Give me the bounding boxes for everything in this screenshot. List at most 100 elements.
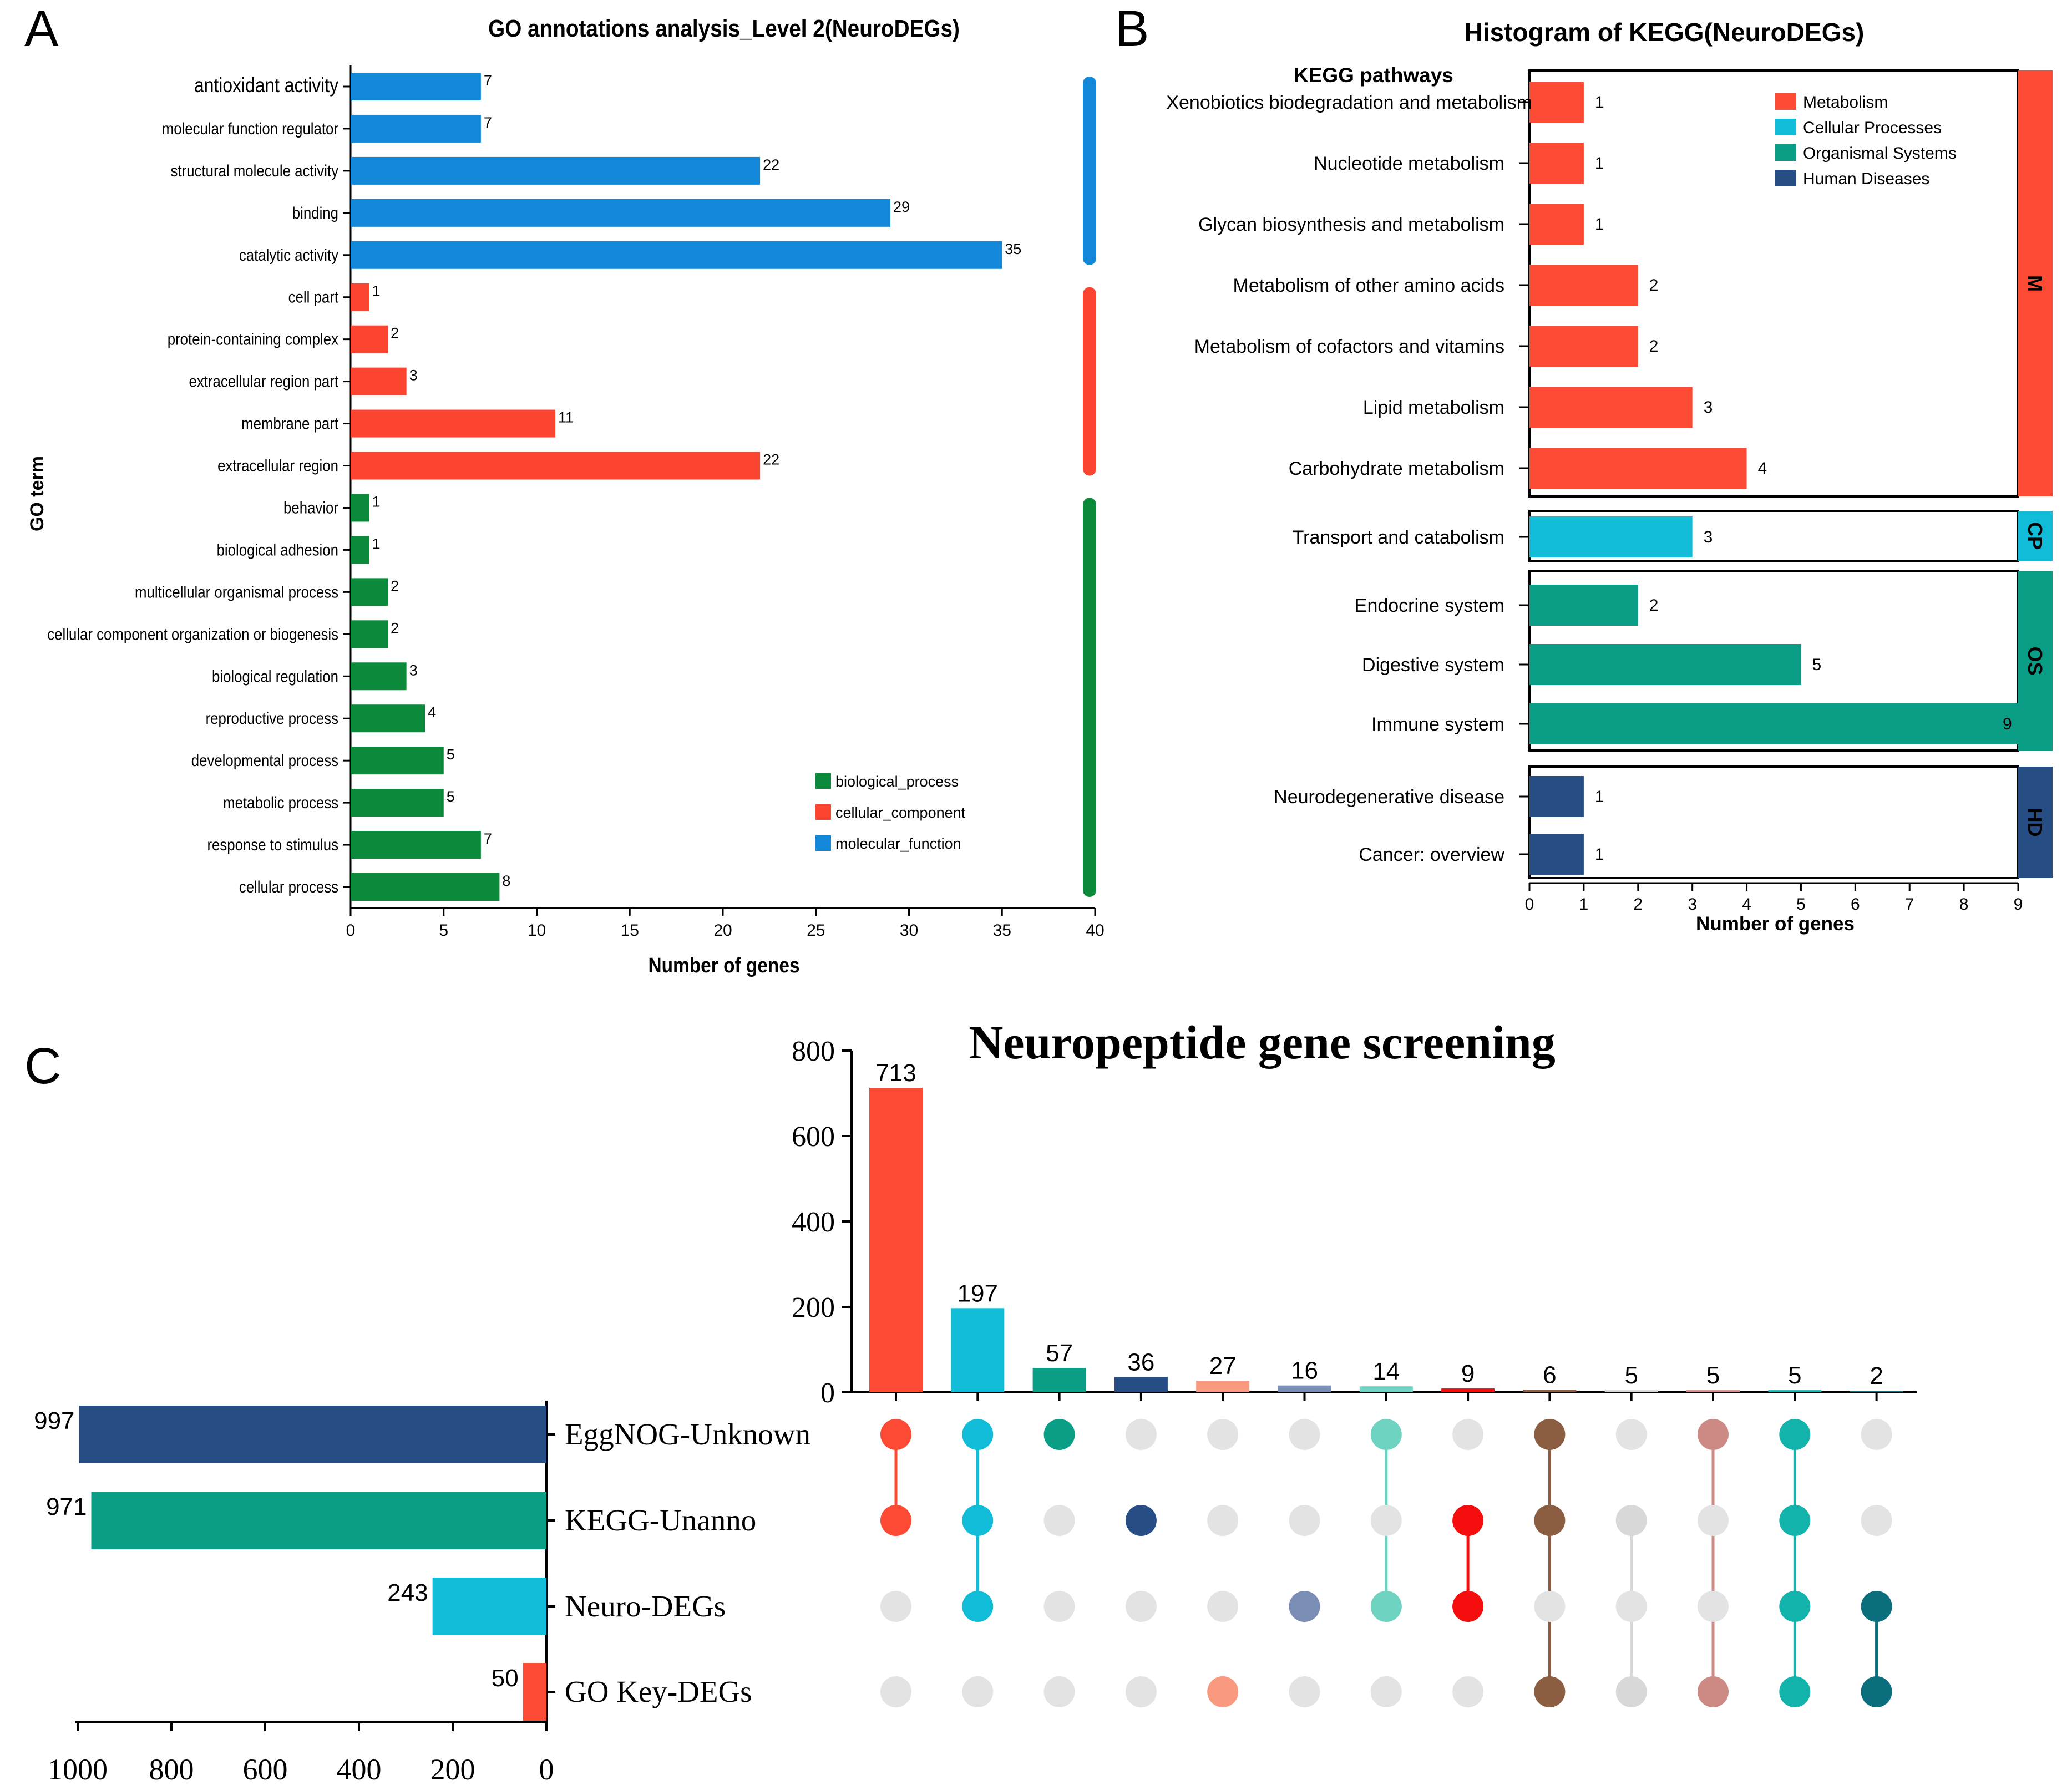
kegg-value-label: 1 [1595,154,1604,173]
upset-y-tick-label: 0 [820,1377,835,1409]
kegg-bar [1529,143,1584,184]
matrix-dot-inactive [1289,1676,1320,1707]
intersection-value-label: 6 [1543,1361,1556,1388]
go-bar [351,578,388,606]
kegg-category-label: Glycan biosynthesis and metabolism [1198,214,1504,235]
go-value-label: 7 [484,114,492,131]
intersection-value-label: 2 [1870,1362,1883,1390]
kegg-value-label: 1 [1595,93,1604,111]
go-value-label: 2 [391,577,399,594]
go-category-label: binding [292,204,338,222]
kegg-legend-label: Metabolism [1803,93,1888,111]
matrix-dot-inactive [1370,1676,1402,1707]
set-size-x-tick-label: 600 [243,1753,288,1786]
go-category-label: cellular component organization or bioge… [47,625,338,643]
matrix-dot-inactive [1207,1419,1239,1450]
go-value-label: 2 [391,620,399,636]
kegg-legend-swatch [1775,144,1796,161]
go-bar [351,536,369,564]
matrix-dot-inactive [1370,1505,1402,1536]
go-bar [351,241,1002,269]
go-value-label: 5 [447,746,455,763]
kegg-title: Histogram of KEGG(NeuroDEGs) [1465,18,1865,47]
intersection-bar [1032,1368,1086,1392]
kegg-x-tick-label: 8 [1959,895,1969,914]
kegg-bar [1529,265,1638,306]
kegg-category-label: Nucleotide metabolism [1314,153,1504,174]
kegg-legend-label: Cellular Processes [1803,119,1942,137]
go-title: GO annotations analysis_Level 2(NeuroDEG… [488,14,960,42]
kegg-group-label: HD [2024,808,2046,837]
intersection-value-label: 5 [1624,1362,1638,1389]
go-value-label: 29 [893,199,910,215]
upset-y-tick-label: 600 [792,1121,835,1153]
kegg-bar [1529,516,1693,557]
go-bar [351,620,388,648]
kegg-legend-swatch [1775,119,1796,135]
kegg-x-tick-label: 5 [1796,895,1806,914]
kegg-category-label: Digestive system [1362,655,1504,676]
go-bar [351,72,481,100]
go-category-label: developmental process [191,751,338,769]
go-x-tick-label: 0 [346,921,356,940]
matrix-dot-active [1698,1676,1729,1707]
go-value-label: 1 [372,535,381,552]
go-value-label: 3 [409,367,418,384]
go-bar [351,831,481,859]
matrix-dot-inactive [1861,1419,1892,1450]
matrix-dot-inactive [1125,1676,1157,1707]
go-category-label: response to stimulus [207,835,338,854]
go-bar [351,747,444,775]
matrix-dot-active [1534,1676,1566,1707]
set-size-bar [79,1406,546,1463]
go-value-label: 7 [484,72,492,89]
go-category-label: extracellular region part [189,372,338,391]
go-group-bar [1083,287,1096,476]
intersection-value-label: 5 [1706,1362,1720,1389]
upset-chart: Neuropeptide gene screening 0 200 400 600 800… [34,1016,1917,1786]
kegg-x-tick-label: 7 [1905,895,1914,914]
matrix-dot-active [962,1419,994,1450]
set-size-x-tick-label: 800 [149,1753,194,1786]
kegg-value-label: 2 [1649,337,1659,356]
go-x-tick-label: 20 [713,921,732,940]
kegg-x-label: Number of genes [1696,913,1855,935]
go-category-label: membrane part [241,414,338,433]
panel-label-b: B [1115,1,1149,57]
intersection-bar [1686,1390,1740,1392]
set-size-bar [432,1578,546,1635]
go-legend-swatch [815,804,831,820]
matrix-dot-active [1861,1676,1892,1707]
set-size-x-tick-label: 1000 [48,1753,108,1786]
kegg-x-tick-label: 3 [1688,895,1697,914]
intersection-value-label: 713 [875,1059,916,1087]
matrix-dot-active [1861,1591,1892,1622]
panel-label-a: A [24,1,59,57]
kegg-value-label: 2 [1649,596,1659,615]
go-bar [351,367,407,395]
go-value-label: 8 [502,873,510,889]
matrix-dot-active [1452,1591,1484,1622]
go-legend-swatch [815,773,831,789]
kegg-group-strip [2018,70,2053,496]
go-bar [351,873,500,901]
set-size-bar [523,1663,546,1721]
matrix-dot-inactive [1452,1419,1484,1450]
go-category-label: antioxidant activity [194,74,339,97]
go-x-tick-label: 15 [621,921,639,940]
go-category-label: molecular function regulator [162,119,338,138]
kegg-value-label: 4 [1758,459,1767,478]
intersection-value-label: 36 [1127,1348,1154,1376]
go-value-label: 4 [428,704,436,721]
go-value-label: 5 [447,788,455,805]
kegg-legend-swatch [1775,170,1796,186]
intersection-bar [1359,1386,1413,1392]
go-value-label: 22 [763,452,779,468]
set-size-x-tick-label: 200 [430,1753,475,1786]
kegg-bar [1529,834,1584,875]
matrix-dot-active [962,1505,994,1536]
go-bar [351,704,425,733]
kegg-category-label: Cancer: overview [1359,844,1504,865]
go-chart: GO annotations analysis_Level 2(NeuroDEG… [27,14,1105,977]
go-legend-label: molecular_function [835,835,961,852]
